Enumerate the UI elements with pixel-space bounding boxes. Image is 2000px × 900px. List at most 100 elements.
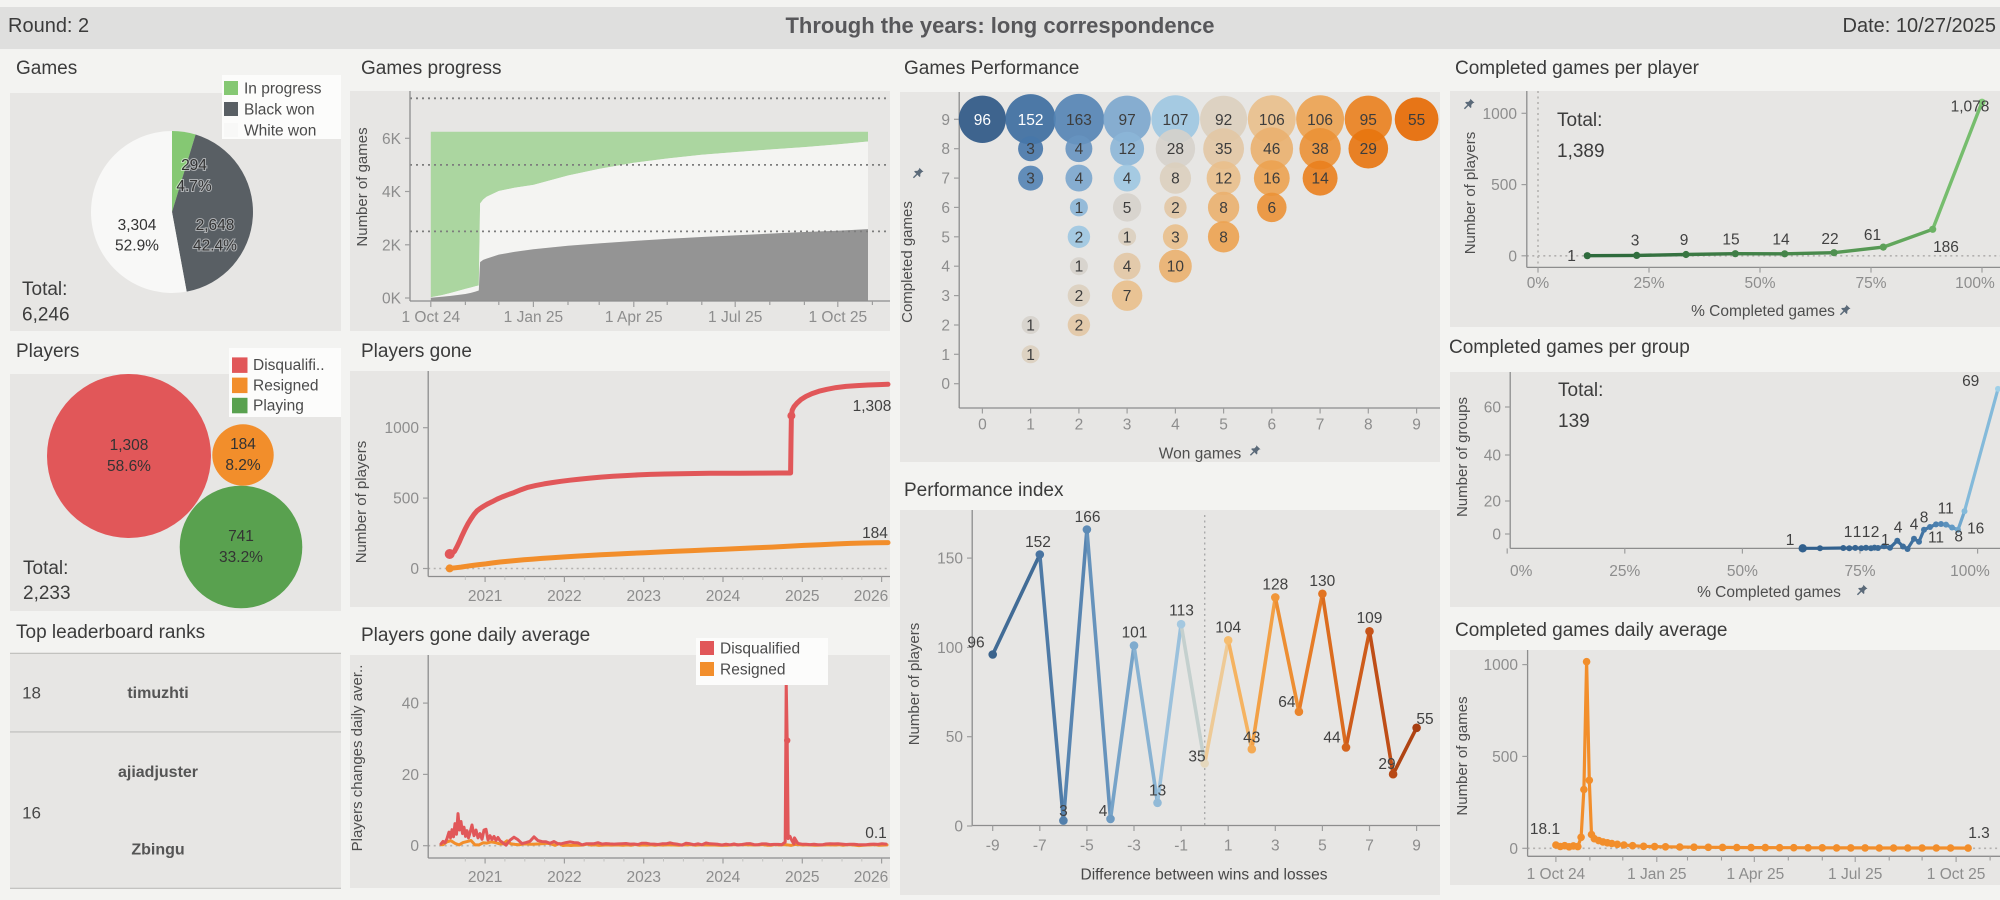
- svg-text:18.1: 18.1: [1530, 821, 1560, 838]
- svg-text:166: 166: [1075, 509, 1101, 526]
- svg-text:150: 150: [937, 551, 963, 568]
- svg-text:60: 60: [1484, 400, 1502, 417]
- svg-text:1.3: 1.3: [1968, 825, 1990, 842]
- svg-text:40: 40: [1484, 448, 1502, 465]
- svg-text:0: 0: [1508, 248, 1517, 265]
- svg-text:14: 14: [1311, 171, 1329, 188]
- svg-text:7: 7: [1365, 838, 1374, 855]
- svg-text:20: 20: [1484, 494, 1502, 511]
- svg-text:46: 46: [1263, 141, 1280, 158]
- svg-text:75%: 75%: [1855, 275, 1886, 292]
- svg-text:Resigned: Resigned: [253, 377, 319, 394]
- svg-text:184: 184: [862, 525, 888, 542]
- svg-text:3: 3: [941, 288, 950, 305]
- svg-text:8.2%: 8.2%: [225, 457, 261, 474]
- svg-text:2,648: 2,648: [196, 217, 235, 234]
- svg-text:0: 0: [941, 376, 950, 393]
- svg-text:7: 7: [1123, 288, 1132, 305]
- svg-text:35: 35: [1215, 141, 1232, 158]
- svg-text:10: 10: [1167, 259, 1185, 276]
- svg-text:9: 9: [941, 112, 950, 129]
- svg-text:3: 3: [1271, 838, 1280, 855]
- svg-text:1: 1: [1123, 229, 1132, 246]
- svg-text:5: 5: [1123, 200, 1132, 217]
- svg-text:Total:: Total:: [1558, 380, 1603, 401]
- svg-text:Won games: Won games: [1159, 446, 1242, 463]
- svg-text:16: 16: [1967, 521, 1984, 538]
- svg-text:White won: White won: [244, 123, 316, 140]
- svg-text:50: 50: [946, 729, 964, 746]
- svg-text:55: 55: [1408, 112, 1425, 129]
- svg-text:Disqualifi..: Disqualifi..: [253, 357, 325, 374]
- svg-text:1,078: 1,078: [1951, 99, 1990, 116]
- svg-text:Number of players: Number of players: [1462, 132, 1479, 255]
- svg-text:152: 152: [1025, 534, 1051, 551]
- svg-text:8: 8: [1219, 200, 1228, 217]
- svg-text:Number of players: Number of players: [906, 623, 923, 746]
- svg-text:128: 128: [1262, 577, 1288, 594]
- svg-text:1 Jan 25: 1 Jan 25: [504, 309, 563, 326]
- svg-text:2: 2: [1075, 417, 1084, 434]
- svg-text:1 Oct 24: 1 Oct 24: [1527, 866, 1586, 883]
- svg-text:2023: 2023: [626, 869, 660, 886]
- svg-text:Total:: Total:: [22, 279, 67, 300]
- svg-text:9: 9: [1412, 417, 1421, 434]
- svg-text:64: 64: [1278, 694, 1296, 711]
- svg-text:42.4%: 42.4%: [193, 238, 237, 255]
- svg-text:-3: -3: [1127, 838, 1141, 855]
- svg-text:15: 15: [1722, 232, 1739, 249]
- svg-text:Players changes daily aver..: Players changes daily aver..: [349, 665, 366, 852]
- svg-text:1 Oct 25: 1 Oct 25: [809, 309, 868, 326]
- svg-text:1 Jan 25: 1 Jan 25: [1627, 866, 1686, 883]
- svg-text:6: 6: [1267, 417, 1276, 434]
- svg-text:1: 1: [1224, 838, 1233, 855]
- svg-text:100%: 100%: [1950, 563, 1990, 580]
- svg-text:8: 8: [1219, 229, 1228, 246]
- svg-text:3: 3: [1171, 229, 1180, 246]
- svg-text:1: 1: [1844, 524, 1853, 541]
- svg-text:7: 7: [1316, 417, 1325, 434]
- svg-text:8: 8: [1920, 510, 1929, 527]
- svg-text:1000: 1000: [1484, 657, 1519, 674]
- svg-text:741: 741: [228, 528, 254, 545]
- svg-text:0: 0: [410, 838, 419, 855]
- svg-text:2: 2: [1075, 318, 1084, 335]
- svg-text:16: 16: [1263, 171, 1280, 188]
- svg-text:1,389: 1,389: [1557, 141, 1605, 162]
- svg-text:58.6%: 58.6%: [107, 458, 151, 475]
- svg-text:Disqualified: Disqualified: [720, 641, 800, 658]
- svg-text:109: 109: [1357, 610, 1383, 627]
- svg-text:75%: 75%: [1844, 563, 1875, 580]
- svg-text:61: 61: [1864, 227, 1881, 244]
- svg-text:0%: 0%: [1510, 563, 1533, 580]
- svg-text:104: 104: [1215, 620, 1241, 637]
- svg-text:22: 22: [1821, 231, 1838, 248]
- svg-text:43: 43: [1243, 730, 1260, 747]
- svg-text:3: 3: [1026, 171, 1035, 188]
- svg-text:2: 2: [1171, 200, 1180, 217]
- svg-text:96: 96: [967, 635, 984, 652]
- svg-text:113: 113: [1169, 603, 1194, 620]
- svg-text:1 Apr 25: 1 Apr 25: [605, 309, 663, 326]
- svg-text:Completed games: Completed games: [899, 201, 916, 323]
- svg-text:1: 1: [1075, 259, 1084, 276]
- svg-text:4.7%: 4.7%: [176, 178, 212, 195]
- svg-text:28: 28: [1167, 141, 1184, 158]
- svg-text:4: 4: [941, 259, 950, 276]
- svg-text:Number of games: Number of games: [1454, 696, 1471, 815]
- svg-text:11: 11: [1938, 501, 1954, 518]
- svg-text:Black won: Black won: [244, 102, 315, 119]
- svg-text:2022: 2022: [547, 588, 581, 605]
- svg-text:Number of games: Number of games: [354, 127, 371, 246]
- svg-text:0%: 0%: [1527, 275, 1550, 292]
- svg-text:2: 2: [941, 318, 950, 335]
- svg-text:2023: 2023: [626, 588, 660, 605]
- svg-text:1 Apr 25: 1 Apr 25: [1727, 866, 1785, 883]
- svg-text:130: 130: [1309, 573, 1335, 590]
- svg-text:6K: 6K: [382, 131, 402, 148]
- svg-text:25%: 25%: [1609, 563, 1640, 580]
- svg-text:97: 97: [1118, 112, 1135, 129]
- svg-text:0: 0: [1492, 527, 1501, 544]
- svg-text:106: 106: [1307, 112, 1333, 129]
- svg-text:1 Jul 25: 1 Jul 25: [708, 309, 762, 326]
